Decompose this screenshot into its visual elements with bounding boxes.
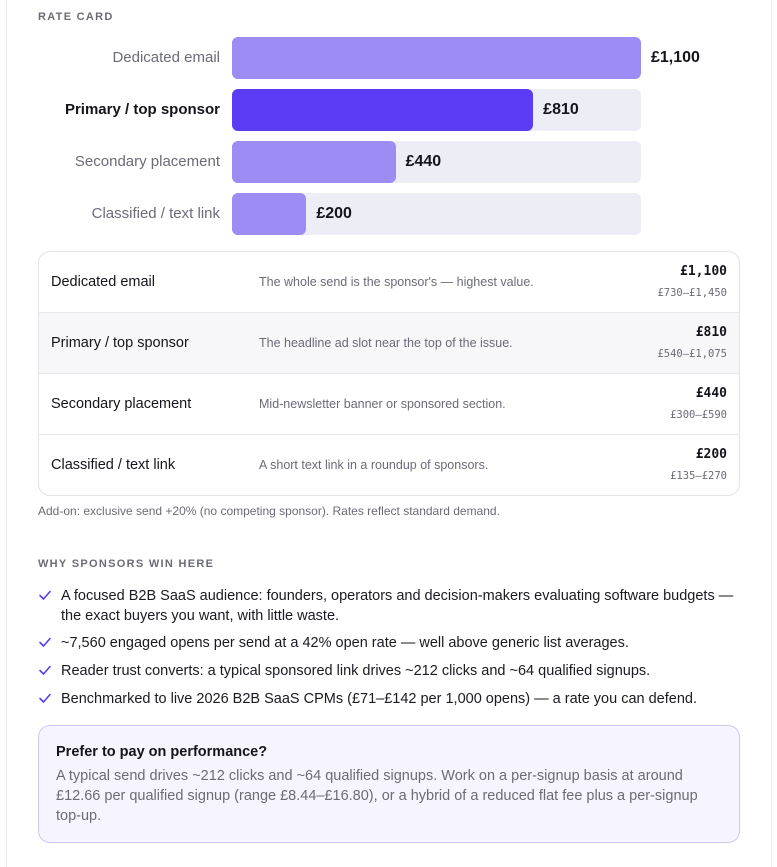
- callout-body: A typical send drives ~212 clicks and ~6…: [56, 768, 698, 824]
- placement-range: £300–£590: [670, 409, 727, 421]
- bar-category-label: Dedicated email: [112, 49, 220, 66]
- placement-description: The whole send is the sponsor's — highes…: [259, 275, 534, 289]
- placement-name: Secondary placement: [51, 396, 192, 412]
- bar-category-label: Primary / top sponsor: [64, 101, 220, 118]
- bar-row: Primary / top sponsor £810: [0, 89, 777, 131]
- placement-name: Primary / top sponsor: [51, 335, 189, 351]
- table-row: Dedicated email The whole send is the sp…: [39, 252, 739, 313]
- table-row: Classified / text link A short text link…: [39, 435, 739, 495]
- check-icon: [39, 637, 51, 647]
- rate-table: Dedicated email The whole send is the sp…: [38, 251, 740, 496]
- placement-description: The headline ad slot near the top of the…: [259, 336, 513, 350]
- benefit-text: ~7,560 engaged opens per send at a 42% o…: [61, 635, 629, 651]
- bar: [232, 141, 396, 183]
- placement-range: £540–£1,075: [657, 348, 727, 360]
- bar-row: Dedicated email £1,100: [0, 37, 777, 79]
- check-icon: [39, 590, 51, 600]
- placement-description: Mid-newsletter banner or sponsored secti…: [259, 397, 506, 411]
- why-sponsors-title: WHY SPONSORS WIN HERE: [38, 558, 215, 570]
- bar-row: Secondary placement £440: [0, 141, 777, 183]
- bar-value-label: £810: [543, 101, 579, 118]
- placement-description: A short text link in a roundup of sponso…: [259, 458, 489, 472]
- placement-price: £810: [695, 325, 727, 340]
- bar: [232, 89, 534, 131]
- benefit-text: Benchmarked to live 2026 B2B SaaS CPMs (…: [61, 691, 697, 707]
- bar-value-label: £1,100: [651, 49, 700, 66]
- placement-price: £1,100: [680, 264, 727, 279]
- table-row: Secondary placement Mid-newsletter banne…: [39, 374, 739, 435]
- bar-row: Classified / text link £200: [0, 193, 777, 235]
- bar-category-label: Classified / text link: [91, 205, 220, 222]
- callout-title: Prefer to pay on performance?: [56, 744, 268, 760]
- addon-note: Add-on: exclusive send +20% (no competin…: [38, 504, 500, 518]
- performance-callout: Prefer to pay on performance? A typical …: [38, 725, 740, 843]
- check-icon: [39, 693, 51, 703]
- rate-card-title: RATE CARD: [38, 11, 114, 23]
- placement-price: £200: [695, 447, 727, 462]
- check-icon: [39, 665, 51, 675]
- placement-range: £135–£270: [670, 470, 727, 482]
- bar-value-label: £440: [405, 153, 442, 170]
- bar: [232, 37, 641, 79]
- table-row: Primary / top sponsor The headline ad sl…: [39, 313, 739, 374]
- benefit-text: Reader trust converts: a typical sponsor…: [61, 663, 651, 679]
- placement-name: Dedicated email: [51, 274, 155, 290]
- placement-name: Classified / text link: [51, 457, 176, 473]
- bar-value-label: £200: [316, 205, 352, 222]
- bar-category-label: Secondary placement: [74, 153, 220, 170]
- bar: [232, 193, 307, 235]
- placement-range: £730–£1,450: [657, 287, 727, 299]
- benefit-text: A focused B2B SaaS audience: founders, o…: [61, 588, 734, 624]
- placement-price: £440: [695, 386, 727, 401]
